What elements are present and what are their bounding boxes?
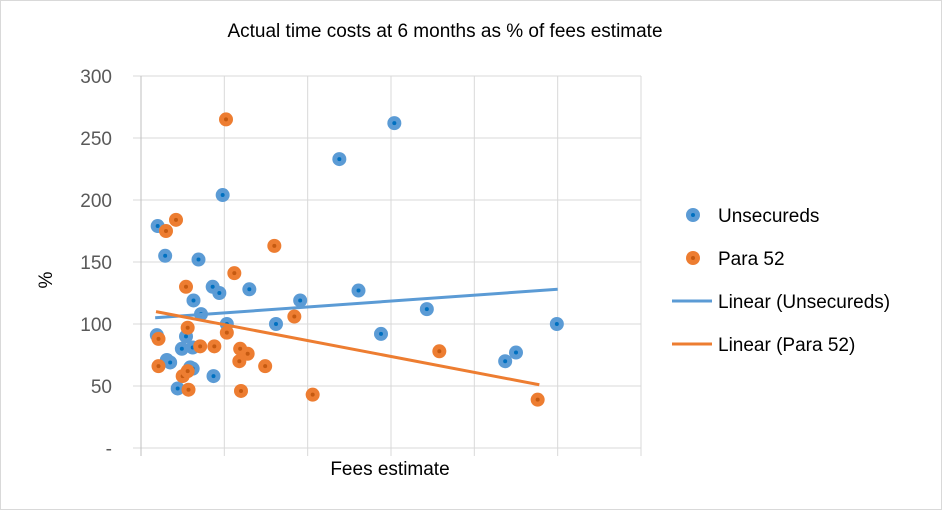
y-tick-label: 150 bbox=[80, 253, 112, 274]
data-point-center bbox=[232, 271, 237, 276]
data-point-center bbox=[514, 350, 518, 355]
chart-title: Actual time costs at 6 months as % of fe… bbox=[227, 21, 662, 42]
y-axis-label: % bbox=[36, 271, 57, 288]
data-point-center bbox=[239, 388, 243, 393]
legend-marker-unsecureds-dot bbox=[691, 213, 695, 217]
trendline bbox=[155, 310, 540, 387]
x-axis-label: Fees estimate bbox=[330, 459, 449, 480]
data-point-center bbox=[186, 387, 191, 392]
legend-label-unsecureds: Unsecureds bbox=[718, 206, 819, 227]
data-point-center bbox=[211, 374, 216, 379]
data-point-center bbox=[292, 314, 297, 319]
data-point-center bbox=[196, 257, 201, 262]
y-tick-label: 50 bbox=[91, 377, 112, 398]
data-point-center bbox=[174, 217, 178, 222]
data-point-center bbox=[247, 287, 252, 292]
data-point-center bbox=[298, 298, 303, 303]
y-tick-label: - bbox=[106, 439, 112, 460]
y-tick-label: 250 bbox=[80, 129, 112, 150]
trendline bbox=[155, 287, 558, 320]
legend: Unsecureds Para 52 Linear (Unsecureds) L… bbox=[672, 206, 890, 356]
data-point-center bbox=[245, 351, 250, 356]
data-point-center bbox=[356, 288, 361, 293]
data-points bbox=[149, 112, 564, 407]
data-point-center bbox=[184, 334, 188, 339]
data-point-center bbox=[156, 336, 161, 341]
data-point-center bbox=[238, 346, 243, 351]
legend-label-linear-para52: Linear (Para 52) bbox=[718, 335, 855, 356]
y-tick-labels: - 50 100 150 200 250 300 bbox=[80, 67, 112, 460]
data-point-center bbox=[155, 224, 160, 229]
data-point-center bbox=[437, 349, 442, 354]
y-tick-label: 200 bbox=[80, 191, 112, 212]
data-point-center bbox=[263, 364, 268, 369]
data-point-center bbox=[156, 364, 161, 369]
legend-marker-para52-dot bbox=[691, 256, 695, 260]
data-point-center bbox=[212, 344, 217, 349]
data-point-center bbox=[310, 392, 315, 397]
data-point-center bbox=[272, 243, 277, 248]
data-point-center bbox=[184, 284, 188, 289]
data-point-center bbox=[274, 322, 278, 326]
data-point-center bbox=[185, 369, 190, 374]
data-point-center bbox=[392, 121, 397, 126]
data-point-center bbox=[164, 229, 168, 233]
legend-label-linear-unsecureds: Linear (Unsecureds) bbox=[718, 292, 890, 313]
data-point-center bbox=[163, 253, 168, 258]
data-point-center bbox=[210, 284, 215, 289]
data-point-center bbox=[424, 307, 429, 312]
data-point-center bbox=[503, 359, 508, 364]
gridlines bbox=[133, 75, 642, 456]
legend-label-para52: Para 52 bbox=[718, 249, 785, 270]
data-point-center bbox=[554, 322, 559, 326]
data-point-center bbox=[220, 193, 225, 198]
y-tick-label: 100 bbox=[80, 315, 112, 336]
data-point-center bbox=[224, 117, 228, 122]
data-point-center bbox=[175, 386, 180, 391]
data-point-center bbox=[237, 359, 242, 364]
trendlines bbox=[155, 287, 558, 387]
data-point-center bbox=[191, 298, 196, 303]
data-point-center bbox=[379, 331, 383, 336]
data-point-center bbox=[224, 330, 229, 335]
data-point-center bbox=[217, 291, 222, 295]
data-point-center bbox=[168, 360, 173, 365]
y-tick-label: 300 bbox=[80, 67, 112, 88]
data-point-center bbox=[185, 325, 190, 330]
data-point-center bbox=[179, 346, 184, 351]
data-point-center bbox=[198, 344, 203, 349]
data-point-center bbox=[535, 397, 540, 402]
data-point-center bbox=[337, 157, 342, 162]
